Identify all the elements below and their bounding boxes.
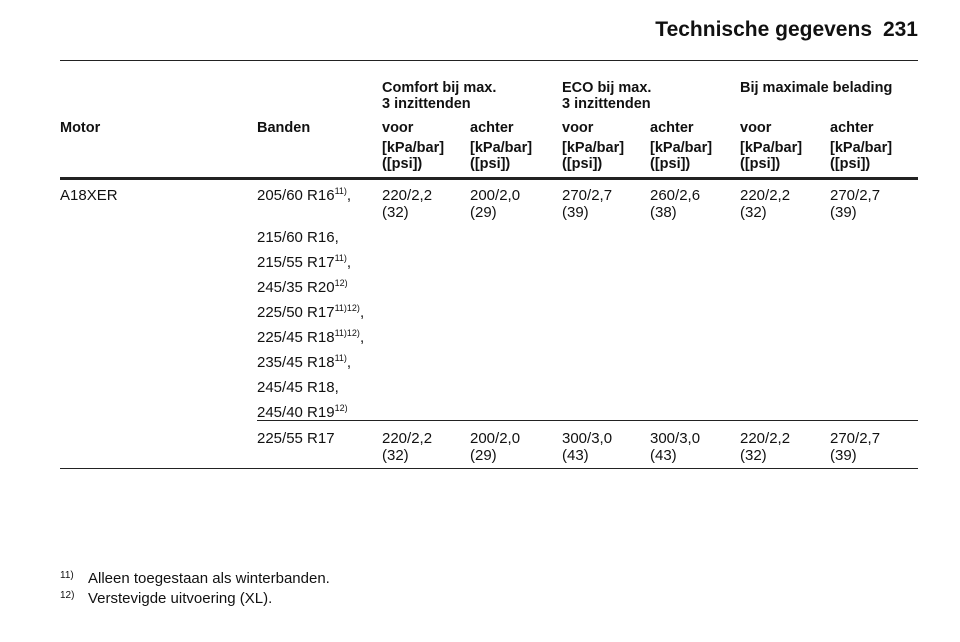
footnote-mark: 12) (60, 590, 75, 601)
group-header: Bij maximale belading (740, 80, 893, 96)
unit-header: ([psi]) (740, 156, 781, 172)
group-header: Comfort bij max. (382, 80, 497, 96)
tyre-size: 235/45 R1811), (257, 353, 352, 372)
bottom-rule (60, 468, 918, 469)
tyre-suffix: , (359, 329, 365, 346)
column-header: Motor (60, 120, 101, 136)
pressure-value: (32) (382, 447, 409, 464)
tyre-size: 225/50 R1711)12), (257, 303, 365, 322)
tyre-suffix: , (359, 304, 365, 321)
unit-header: [kPa/bar] (382, 140, 445, 156)
pressure-value: (43) (562, 447, 589, 464)
tyre-size-text: 225/50 R17 (257, 304, 335, 321)
unit-header: ([psi]) (830, 156, 871, 172)
footnote-text: Alleen toegestaan als winterbanden. (88, 570, 330, 587)
pressure-value: 300/3,0 (650, 430, 701, 447)
pressure-value: 270/2,7 (562, 187, 613, 204)
pressure-value: 270/2,7 (830, 430, 881, 447)
tyre-size-text: 225/55 R17 (257, 430, 335, 447)
pressure-value: 220/2,2 (382, 430, 433, 447)
pressure-value: (39) (830, 447, 857, 464)
group-header: 3 inzittenden (562, 96, 651, 112)
tyre-size: 225/55 R17 (257, 430, 335, 447)
pressure-value: 200/2,0 (470, 187, 521, 204)
footnote-text: Verstevigde uitvoering (XL). (88, 590, 273, 607)
tyre-suffix: , (346, 187, 352, 204)
unit-header: [kPa/bar] (830, 140, 893, 156)
unit-header: [kPa/bar] (562, 140, 625, 156)
column-header: voor (562, 120, 594, 136)
footnote-ref: 12) (334, 403, 348, 413)
pressure-value: (32) (740, 204, 767, 221)
unit-header: [kPa/bar] (740, 140, 803, 156)
tyre-size-text: 215/55 R17 (257, 254, 335, 271)
pressure-value: 220/2,2 (382, 187, 433, 204)
unit-header: ([psi]) (382, 156, 423, 172)
pressure-value: 270/2,7 (830, 187, 881, 204)
group-header: 3 inzittenden (382, 96, 471, 112)
page-title: Technische gegevens (655, 18, 872, 41)
row-rule (257, 420, 918, 421)
unit-header: [kPa/bar] (470, 140, 533, 156)
tyre-suffix: , (346, 254, 352, 271)
tyre-size-text: 215/60 R16, (257, 229, 339, 246)
unit-header: ([psi]) (470, 156, 511, 172)
footnote-ref: 11)12) (334, 328, 360, 338)
tyre-suffix: , (346, 354, 352, 371)
column-header: achter (470, 120, 514, 136)
top-rule (60, 60, 918, 61)
tyre-size-text: 235/45 R18 (257, 354, 335, 371)
tyre-size: 205/60 R1611), (257, 186, 352, 205)
pressure-value: (43) (650, 447, 677, 464)
column-header: Banden (257, 120, 311, 136)
tyre-size-text: 245/45 R18, (257, 379, 339, 396)
pressure-value: (39) (830, 204, 857, 221)
unit-header: ([psi]) (650, 156, 691, 172)
pressure-value: (38) (650, 204, 677, 221)
footnote-ref: 12) (334, 278, 348, 288)
column-header: voor (740, 120, 772, 136)
footnote-ref: 11) (334, 253, 347, 263)
tyre-size: 215/55 R1711), (257, 253, 352, 272)
header-rule (60, 177, 918, 180)
pressure-value: (29) (470, 447, 497, 464)
tyre-size: 245/40 R1912) (257, 403, 348, 422)
tyre-size: 215/60 R16, (257, 229, 339, 246)
footnote-mark: 11) (60, 570, 74, 581)
unit-header: ([psi]) (562, 156, 603, 172)
tyre-size: 225/45 R1811)12), (257, 328, 365, 347)
pressure-value: (32) (740, 447, 767, 464)
column-header: voor (382, 120, 414, 136)
tyre-size: 245/45 R18, (257, 379, 339, 396)
pressure-value: (39) (562, 204, 589, 221)
tyre-size-text: 245/35 R20 (257, 279, 335, 296)
pressure-value: (32) (382, 204, 409, 221)
unit-header: [kPa/bar] (650, 140, 713, 156)
column-header: achter (650, 120, 694, 136)
pressure-value: 300/3,0 (562, 430, 613, 447)
footnote-ref: 11) (334, 186, 347, 196)
page-number: 231 (882, 18, 918, 41)
pressure-value: 220/2,2 (740, 430, 791, 447)
pressure-value: 200/2,0 (470, 430, 521, 447)
pressure-value: (29) (470, 204, 497, 221)
tyre-size-text: 225/45 R18 (257, 329, 335, 346)
pressure-value: 220/2,2 (740, 187, 791, 204)
group-header: ECO bij max. (562, 80, 652, 96)
pressure-value: 260/2,6 (650, 187, 701, 204)
tyre-size: 245/35 R2012) (257, 278, 348, 297)
footnote-ref: 11) (334, 353, 347, 363)
tyre-size-text: 205/60 R16 (257, 187, 335, 204)
footnote-ref: 11)12) (334, 303, 360, 313)
motor: A18XER (60, 187, 118, 204)
column-header: achter (830, 120, 874, 136)
tyre-size-text: 245/40 R19 (257, 404, 335, 421)
